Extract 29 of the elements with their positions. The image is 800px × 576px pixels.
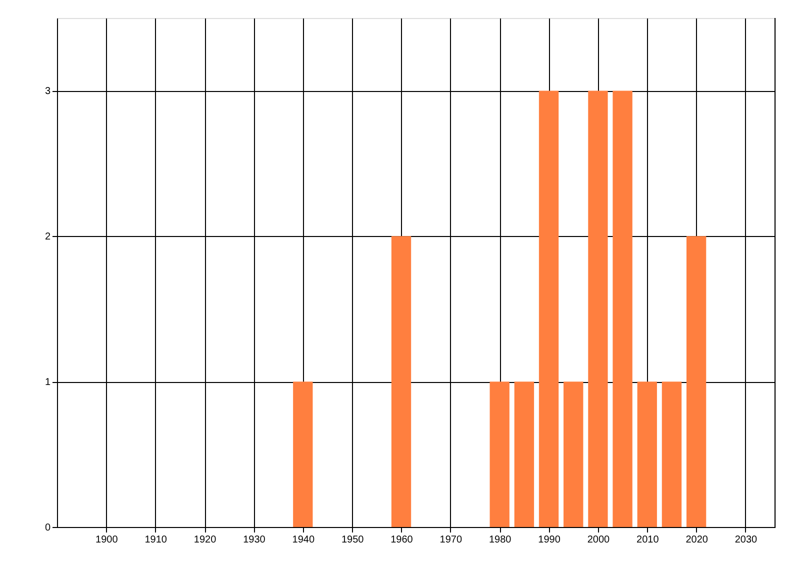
bar [564,382,584,527]
x-tick-label: 1900 [96,534,118,546]
bar [538,90,559,527]
x-tick-label: 2010 [636,534,660,546]
y-tick-label: 0 [44,522,51,534]
x-tick-label: 1910 [144,534,168,546]
x-tick-label: 1960 [390,534,414,546]
bar [391,236,412,527]
x-tick-label: 2030 [734,534,758,546]
x-tick-label: 1940 [292,534,315,546]
x-tick-label: 2020 [686,534,708,546]
y-tick-label: 3 [44,86,51,98]
bar [293,382,313,527]
x-tick-label: 1950 [341,534,364,546]
bar [490,382,510,527]
bar [588,90,608,527]
x-tick-label: 1980 [488,534,512,546]
y-tick-label: 1 [44,377,51,388]
x-tick-label: 1930 [243,534,266,546]
x-tick-label: 1970 [440,534,462,546]
bar [686,236,706,527]
bar [662,382,682,527]
bar [612,90,632,527]
bar [514,382,534,527]
x-tick-label: 1920 [194,534,217,546]
y-tick-label: 2 [44,232,51,243]
x-tick-label: 1990 [538,534,561,546]
x-tick-label: 2000 [587,534,610,546]
bar [637,382,657,527]
